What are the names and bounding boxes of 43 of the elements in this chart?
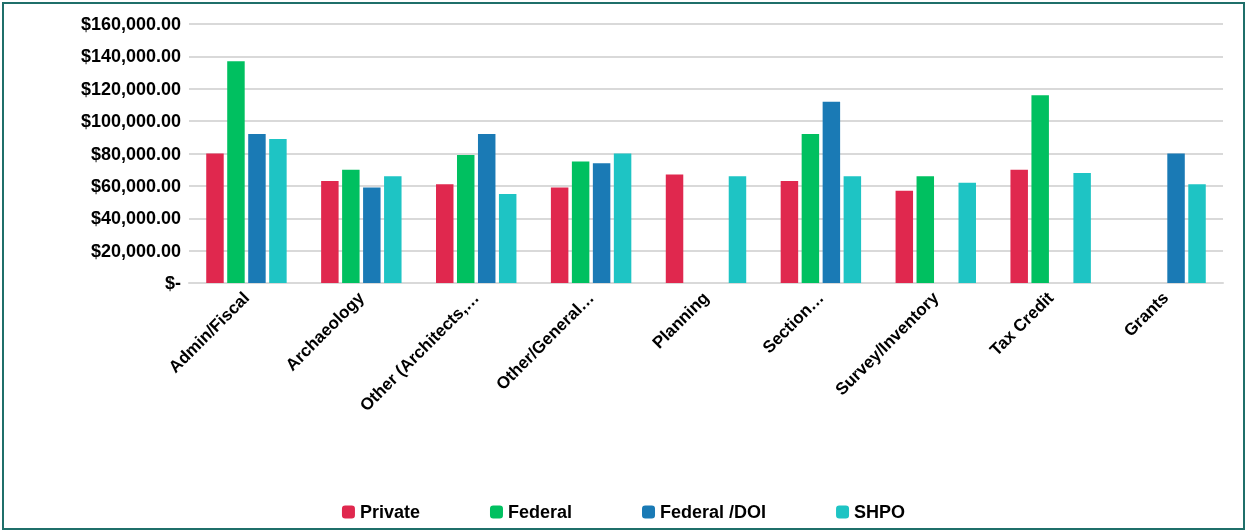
bar [363,187,381,283]
bar [456,155,475,283]
bar [916,176,935,283]
y-tick-label: $120,000.00 [80,78,181,99]
bar [571,161,590,283]
bar [1010,169,1028,283]
y-tick-label: $80,000.00 [90,143,181,164]
bar [269,138,287,283]
bar [321,181,339,283]
legend-label: SHPO [854,502,906,522]
legend-label: Federal /DOI [660,502,767,522]
bar [1167,153,1185,283]
bar [780,181,799,283]
bar [613,153,632,283]
bar [1031,95,1049,283]
bar [477,134,496,283]
bar [958,182,976,283]
bar [248,134,266,283]
y-tick-label: $40,000.00 [90,208,181,229]
y-tick-label: $160,000.00 [80,14,181,34]
bar [227,61,245,283]
bar [895,190,914,283]
y-tick-label: $140,000.00 [80,46,181,67]
bar [384,176,402,283]
bar [592,163,611,283]
bar [665,174,684,283]
bar [436,184,454,283]
bar [822,101,841,283]
bar [1188,184,1206,283]
bar [843,176,862,283]
legend-label: Federal [507,502,573,522]
bar [550,187,569,283]
bar [1073,172,1091,283]
bar [342,169,360,283]
bar [728,176,747,283]
y-tick-label: $100,000.00 [80,111,181,132]
bar [206,153,224,283]
bar [801,134,820,283]
y-tick-label: $- [164,273,181,293]
y-tick-label: $20,000.00 [90,240,181,261]
bar [498,193,517,283]
y-tick-label: $60,000.00 [90,175,181,196]
legend-label: Private [359,502,420,522]
